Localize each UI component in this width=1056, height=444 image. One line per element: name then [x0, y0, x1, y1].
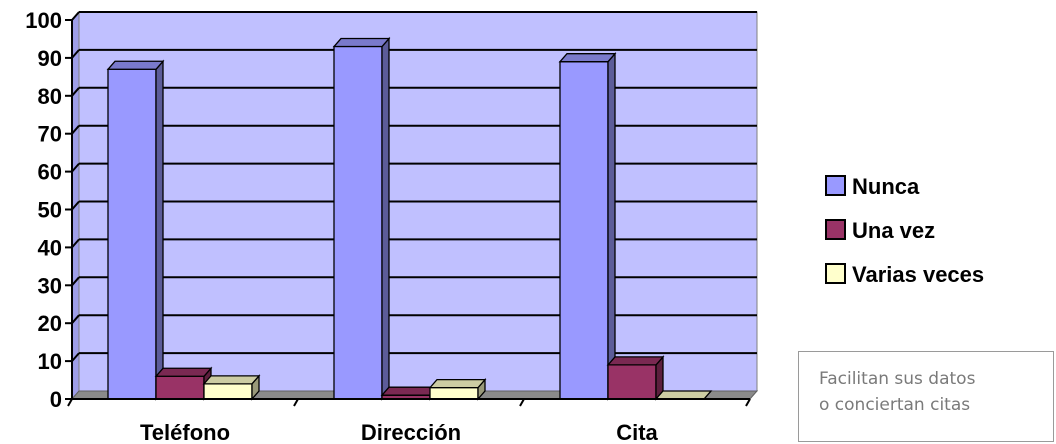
bar-top	[332, 37, 391, 48]
bar	[428, 377, 487, 401]
x-tick	[745, 398, 751, 407]
gridline-side	[71, 200, 80, 211]
bar-top	[428, 378, 487, 389]
gridline-side	[71, 125, 80, 135]
bar-side	[155, 59, 164, 401]
note-box: Facilitan sus datos o conciertan citas	[798, 351, 1054, 442]
y-tick-label: 70	[38, 122, 62, 147]
y-tick-label: 20	[38, 311, 62, 336]
gridline-side	[71, 87, 80, 97]
bar-top	[606, 356, 665, 366]
y-tick-label: 100	[25, 8, 62, 33]
x-axis: Teléfono Dirección Cita	[67, 398, 751, 444]
bar-top	[558, 53, 617, 63]
bar-front	[607, 364, 657, 400]
legend-label: Varias veces	[852, 262, 984, 287]
bar-top	[380, 386, 439, 396]
y-tick-label: 40	[38, 235, 62, 260]
bar	[154, 366, 213, 401]
bar-side	[381, 36, 390, 401]
x-tick	[293, 398, 299, 407]
y-tick-label: 90	[38, 46, 62, 71]
note-line-2: o conciertan citas	[819, 395, 971, 415]
y-tick-label: 50	[38, 198, 62, 223]
bar	[654, 390, 713, 400]
bar	[202, 374, 261, 401]
gridline-side	[71, 314, 80, 324]
y-axis: 0 10 20 30 40 50 60 70 80 90 100	[25, 8, 73, 412]
y-tick-label: 0	[50, 387, 62, 412]
bar	[332, 36, 391, 401]
legend: Nunca Una vez Varias veces	[825, 174, 984, 287]
y-tick-label: 10	[38, 349, 62, 374]
gridline-side	[71, 238, 80, 249]
bar-front	[203, 383, 253, 400]
gridline-side	[71, 352, 80, 362]
legend-swatch	[825, 263, 846, 284]
y-tick-label: 80	[38, 84, 62, 109]
plot-area	[70, 10, 759, 401]
bar-top	[106, 60, 165, 70]
bar-front	[429, 386, 479, 400]
bar-front	[559, 61, 609, 400]
legend-label: Una vez	[852, 218, 935, 243]
bar-top	[154, 367, 213, 377]
legend-swatch	[825, 219, 846, 240]
note-line-1: Facilitan sus datos	[819, 369, 976, 389]
bar-side	[607, 51, 616, 401]
gridline-side	[71, 49, 80, 59]
gridline-side	[71, 276, 80, 286]
bar-top	[202, 375, 261, 385]
x-tick	[519, 398, 525, 407]
x-category-label: Cita	[616, 420, 658, 444]
bar	[106, 59, 165, 401]
x-tick	[67, 398, 73, 407]
y-tick-label: 60	[38, 160, 62, 185]
legend-swatch	[825, 175, 846, 196]
legend-label: Nunca	[852, 174, 920, 199]
bar	[558, 51, 617, 401]
y-tick-label: 30	[38, 273, 62, 298]
bar-front	[155, 375, 205, 400]
x-category-label: Dirección	[361, 420, 461, 444]
x-category-label: Teléfono	[140, 420, 230, 444]
gridline-side	[71, 11, 80, 21]
bar-front	[333, 45, 383, 400]
bar-top	[654, 390, 713, 400]
bar-front	[107, 68, 157, 400]
bar	[380, 385, 439, 401]
bar	[606, 355, 665, 401]
gridline-side	[71, 162, 80, 173]
